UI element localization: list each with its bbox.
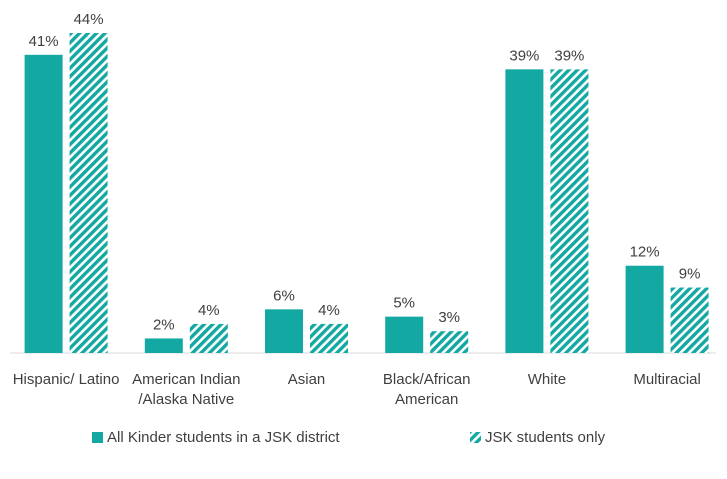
value-label: 12%	[630, 244, 660, 261]
value-label: 41%	[29, 33, 59, 50]
bar	[505, 69, 544, 353]
value-label: 6%	[273, 287, 295, 304]
bar	[550, 69, 589, 353]
legend-label: All Kinder students in a JSK district	[107, 429, 340, 446]
legend-label: JSK students only	[485, 429, 606, 446]
x-tick-label: Hispanic/ Latino	[12, 371, 120, 388]
value-label: 44%	[74, 11, 104, 28]
bar	[144, 338, 183, 353]
value-label: 4%	[198, 302, 220, 319]
x-tick-label: Multiracial	[633, 371, 701, 388]
bar	[430, 331, 469, 353]
value-label: 39%	[554, 47, 584, 64]
value-label: 3%	[438, 309, 460, 326]
value-label: 9%	[679, 266, 701, 283]
x-tick-label: Black/African American	[382, 371, 471, 408]
bar	[625, 265, 664, 353]
bar	[385, 316, 424, 353]
bar	[310, 323, 348, 353]
legend-swatch	[92, 432, 103, 443]
value-label: 2%	[153, 316, 175, 333]
bar	[670, 287, 709, 353]
bar	[189, 323, 228, 353]
bar	[69, 33, 108, 353]
x-tick-label: American Indian /Alaska Native	[132, 371, 241, 408]
legend-swatch	[470, 432, 481, 443]
x-tick-label: White	[527, 371, 567, 388]
value-label: 4%	[318, 302, 340, 319]
bar	[24, 54, 63, 354]
value-label: 39%	[509, 47, 539, 64]
bar	[265, 309, 303, 353]
x-tick-label: Asian	[287, 371, 326, 388]
value-label: 5%	[393, 295, 415, 312]
